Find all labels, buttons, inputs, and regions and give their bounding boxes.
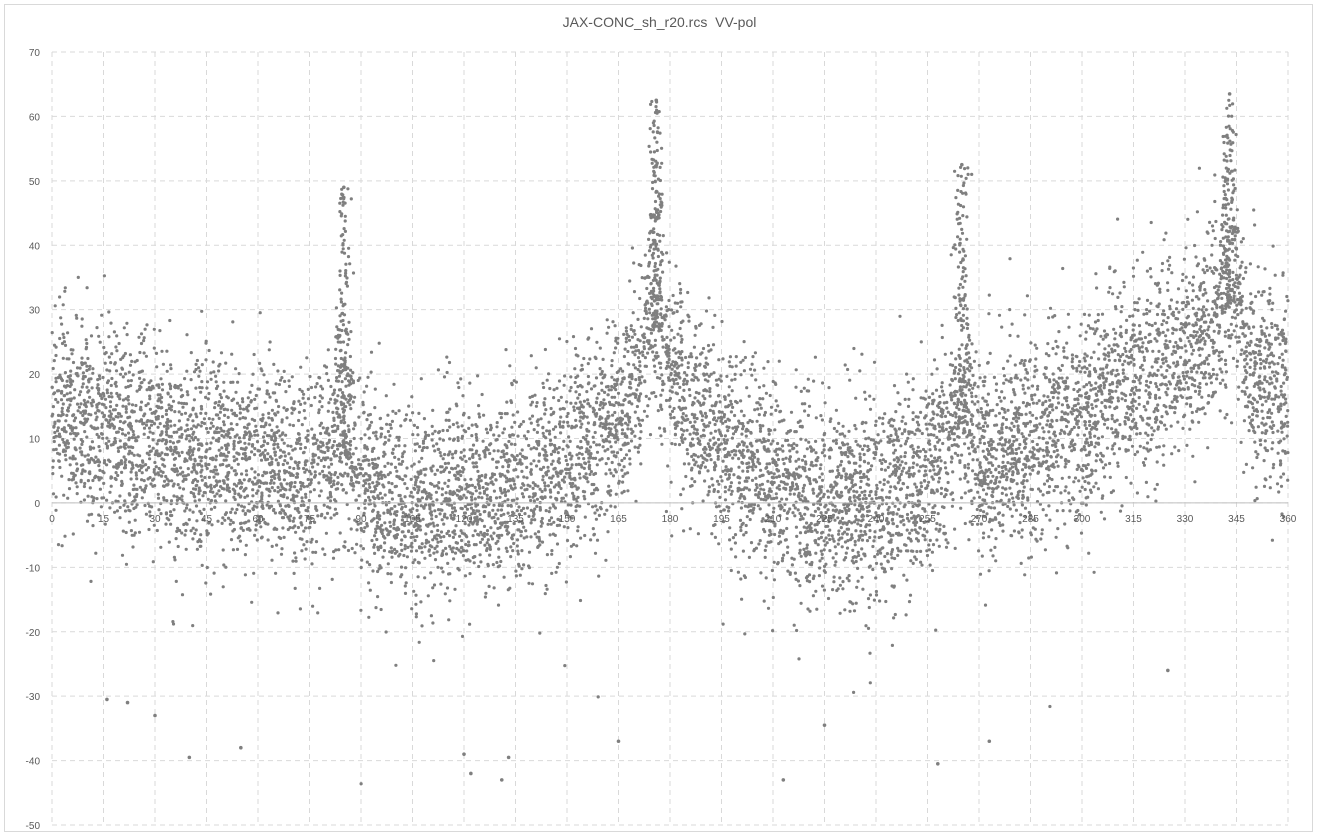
x-tick-label: 225	[816, 514, 833, 525]
peak-spike	[1219, 98, 1240, 310]
y-tick-label: -40	[26, 757, 41, 768]
y-tick-label: 30	[29, 306, 41, 317]
outlier-point	[105, 697, 109, 702]
x-tick-label: 330	[1177, 514, 1194, 525]
y-tick-label: 0	[34, 499, 40, 510]
x-tick-label: 210	[765, 514, 782, 525]
outlier-point	[462, 752, 466, 756]
y-tick-label: 20	[29, 370, 41, 381]
x-tick-label: 45	[201, 514, 213, 525]
axis-layer: -50 -40 -30 -20 -10 0 10 20 30 40 50 60 70 0 15 30 45 60 7…	[26, 48, 1297, 832]
x-tick-label: 180	[662, 514, 679, 525]
x-tick-label: 195	[713, 514, 730, 525]
outlier-point	[1166, 668, 1170, 673]
points-layer	[50, 92, 1290, 786]
y-tick-label: 10	[29, 435, 41, 446]
y-tick-label: 50	[29, 177, 41, 188]
outlier-point	[936, 762, 940, 766]
y-tick-label: 60	[29, 112, 41, 123]
x-tick-label: 15	[98, 514, 110, 525]
grid-layer	[51, 51, 1289, 826]
outlier-point	[987, 739, 992, 744]
x-tick-label: 255	[919, 514, 936, 525]
peak-point	[1227, 92, 1232, 96]
x-tick-label: 60	[252, 514, 264, 525]
x-tick-label: 165	[610, 514, 627, 525]
x-tick-label: 345	[1228, 514, 1245, 525]
outlier-point	[187, 755, 192, 760]
x-tick-label: 105	[404, 514, 421, 525]
peak-point	[654, 98, 659, 103]
outlier-point	[239, 745, 243, 750]
x-tick-label: 240	[868, 514, 885, 525]
outlier-point	[781, 778, 786, 782]
peak-point	[960, 162, 964, 167]
x-tick-label: 300	[1074, 514, 1091, 525]
outlier-point	[822, 723, 827, 727]
y-tick-label: -50	[26, 821, 41, 832]
x-tick-label: 150	[559, 514, 576, 525]
x-tick-label: 360	[1280, 514, 1297, 525]
outlier-point	[469, 771, 473, 776]
outlier-point	[506, 755, 511, 760]
outlier-point	[125, 700, 130, 705]
x-tick-label: 90	[355, 514, 367, 525]
y-tick-label: 40	[29, 241, 41, 252]
peak-spike	[330, 187, 356, 468]
x-tick-label: 30	[149, 514, 161, 525]
y-tick-label: -30	[26, 692, 41, 703]
outlier-point	[499, 778, 504, 782]
outlier-point	[153, 713, 157, 718]
x-tick-label: 120	[456, 514, 473, 525]
x-tick-label: 315	[1125, 514, 1142, 525]
x-tick-label: 135	[507, 514, 524, 525]
x-tick-label: 270	[971, 514, 988, 525]
peak-spike	[949, 165, 974, 449]
y-tick-label: 70	[29, 48, 41, 59]
x-tick-label: 75	[304, 514, 316, 525]
chart-frame	[4, 4, 1313, 832]
y-tick-label: -10	[26, 563, 41, 574]
y-tick-label: -20	[26, 628, 41, 639]
chart-title: JAX-CONC_sh_r20.rcs VV-pol	[562, 14, 757, 30]
outlier-point	[616, 739, 621, 744]
peak-spike	[647, 99, 667, 349]
x-tick-label: 0	[49, 514, 55, 525]
peak-point	[342, 185, 346, 190]
x-tick-label: 285	[1022, 514, 1039, 525]
